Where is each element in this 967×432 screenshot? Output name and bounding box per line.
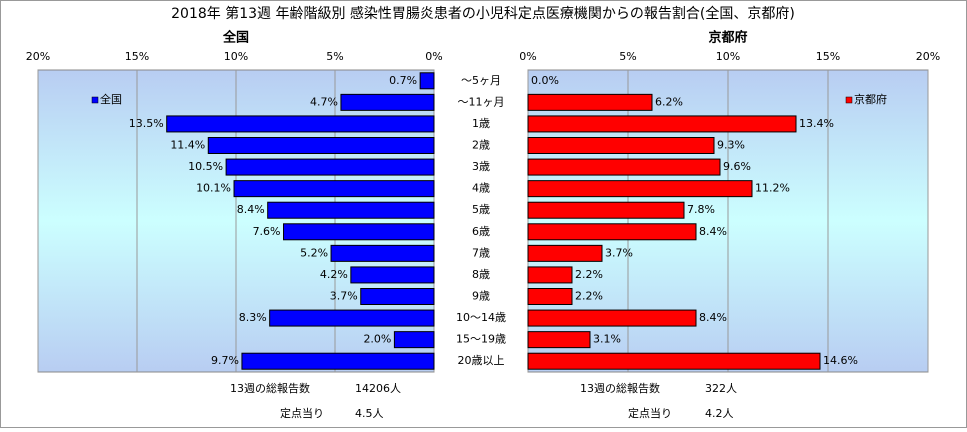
value-label: 9.6% <box>723 160 751 173</box>
value-label: 13.4% <box>799 117 834 130</box>
bar <box>527 180 753 198</box>
value-label: 3.7% <box>605 246 633 259</box>
value-label: 2.2% <box>575 268 603 281</box>
value-label: 6.2% <box>655 95 683 108</box>
category-label: 5歳 <box>472 203 490 216</box>
category-label: 9歳 <box>472 290 490 303</box>
footer-value: 4.5人 <box>355 407 384 420</box>
value-label: 7.8% <box>687 203 715 216</box>
category-label: ～5ヶ月 <box>461 74 501 87</box>
footer-value: 4.2人 <box>705 407 734 420</box>
bar <box>360 288 435 305</box>
x-tick-label: 10% <box>224 50 248 63</box>
footer-label: 定点当り <box>280 406 324 420</box>
category-label: 3歳 <box>472 160 490 173</box>
value-label: 8.4% <box>699 311 727 324</box>
value-label: 11.4% <box>170 139 205 152</box>
category-label: 6歳 <box>472 225 490 238</box>
category-label: 10～14歳 <box>456 311 506 324</box>
category-label: 4歳 <box>472 182 490 195</box>
panel-title: 京都府 <box>708 30 747 46</box>
x-tick-label: 15% <box>816 50 840 63</box>
footer-value: 14206人 <box>355 382 401 395</box>
x-tick-label: 20% <box>26 50 50 63</box>
value-label: 13.5% <box>129 117 164 130</box>
value-label: 2.0% <box>363 333 391 346</box>
chart-title: 2018年 第13週 年齢階級別 感染性胃腸炎患者の小児科定点医療機関からの報告… <box>171 5 795 22</box>
footer-label: 13週の総報告数 <box>230 381 310 395</box>
footer-label: 定点当り <box>628 406 672 420</box>
bar <box>340 93 435 111</box>
bar <box>527 201 685 219</box>
value-label: 9.3% <box>717 139 745 152</box>
bar <box>267 201 435 219</box>
value-label: 4.2% <box>320 268 348 281</box>
bar <box>527 288 573 305</box>
value-label: 0.0% <box>531 74 559 87</box>
bar <box>269 309 435 327</box>
category-label: 1歳 <box>472 117 490 130</box>
value-label: 10.1% <box>196 182 231 195</box>
value-label: 8.3% <box>239 311 267 324</box>
value-label: 8.4% <box>699 225 727 238</box>
bar <box>527 115 797 133</box>
bar <box>527 93 653 111</box>
bar <box>283 223 435 241</box>
bar <box>419 72 435 90</box>
category-label: 8歳 <box>472 268 490 281</box>
footer-value: 322人 <box>705 382 737 395</box>
bar <box>393 331 435 349</box>
bar <box>225 158 435 176</box>
value-label: 10.5% <box>188 160 223 173</box>
category-label: ～11ヶ月 <box>458 95 505 108</box>
bar <box>527 352 821 370</box>
category-label: 20歳以上 <box>458 354 505 367</box>
bar <box>241 352 435 370</box>
bar <box>207 137 435 154</box>
legend-swatch <box>845 96 853 104</box>
value-label: 7.6% <box>253 225 281 238</box>
legend-label: 全国 <box>100 92 122 106</box>
value-label: 4.7% <box>310 95 338 108</box>
x-tick-label: 0% <box>425 50 442 63</box>
x-tick-label: 10% <box>716 50 740 63</box>
bar <box>330 244 435 262</box>
bar <box>233 180 435 198</box>
value-label: 2.2% <box>575 290 603 303</box>
x-tick-label: 5% <box>619 50 636 63</box>
bar <box>166 115 435 133</box>
value-label: 0.7% <box>389 74 417 87</box>
bar <box>527 331 591 349</box>
x-tick-label: 15% <box>125 50 149 63</box>
value-label: 3.7% <box>330 290 358 303</box>
bar <box>527 309 697 327</box>
value-label: 9.7% <box>211 354 239 367</box>
x-tick-label: 0% <box>519 50 536 63</box>
value-label: 8.4% <box>237 203 265 216</box>
bar <box>527 266 573 284</box>
bar <box>527 137 715 154</box>
x-tick-label: 20% <box>916 50 940 63</box>
x-tick-label: 5% <box>326 50 343 63</box>
legend-swatch <box>91 96 99 104</box>
category-label: 2歳 <box>472 139 490 152</box>
bar <box>527 158 721 176</box>
value-label: 5.2% <box>300 246 328 259</box>
category-label: 7歳 <box>472 246 490 259</box>
value-label: 11.2% <box>755 182 790 195</box>
category-label: 15～19歳 <box>456 333 506 346</box>
bar <box>350 266 435 284</box>
value-label: 14.6% <box>823 354 858 367</box>
panel-title: 全国 <box>222 30 249 46</box>
bar <box>527 223 697 241</box>
footer-label: 13週の総報告数 <box>580 381 660 395</box>
bar <box>527 244 603 262</box>
value-label: 3.1% <box>593 333 621 346</box>
legend-label: 京都府 <box>854 92 887 106</box>
